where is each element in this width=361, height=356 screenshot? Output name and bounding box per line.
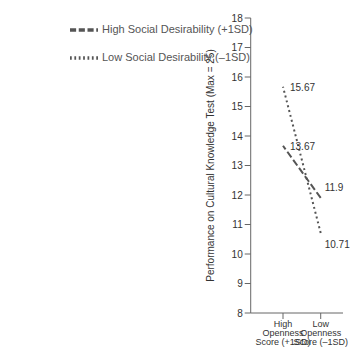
- html-text:Low Social Desirability (–1SD): Low Social Desirability (–1SD): [102, 50, 250, 63]
- svg-text:HighOpennessScore (+1SD): HighOpennessScore (+1SD): [256, 319, 311, 347]
- svg-text:10.71: 10.71: [325, 239, 350, 250]
- svg-text:8: 8: [237, 308, 243, 319]
- svg-text:13.67: 13.67: [290, 141, 315, 152]
- svg-text:15: 15: [232, 101, 244, 112]
- html-text:Openness: Openness: [300, 328, 342, 339]
- svg-text:11: 11: [232, 219, 243, 230]
- html-text:Score (–1SD): Score (–1SD): [293, 337, 348, 348]
- svg-text:17: 17: [232, 42, 244, 53]
- html-text:Low: Low: [312, 319, 329, 330]
- svg-text:18: 18: [232, 13, 244, 24]
- html-text:High Social Desirability (+1SD: High Social Desirability (+1SD): [102, 22, 253, 35]
- svg-text:16: 16: [232, 72, 244, 83]
- svg-text:12: 12: [232, 190, 244, 201]
- svg-text:10: 10: [232, 249, 244, 260]
- svg-text:Performance on Cultural Knowle: Performance on Cultural Knowledge Test (…: [205, 49, 216, 281]
- svg-text:15.67: 15.67: [290, 82, 315, 93]
- svg-text:11.9: 11.9: [325, 182, 344, 193]
- svg-text:13: 13: [232, 160, 244, 171]
- svg-text:9: 9: [237, 278, 243, 289]
- svg-text:14: 14: [232, 131, 244, 142]
